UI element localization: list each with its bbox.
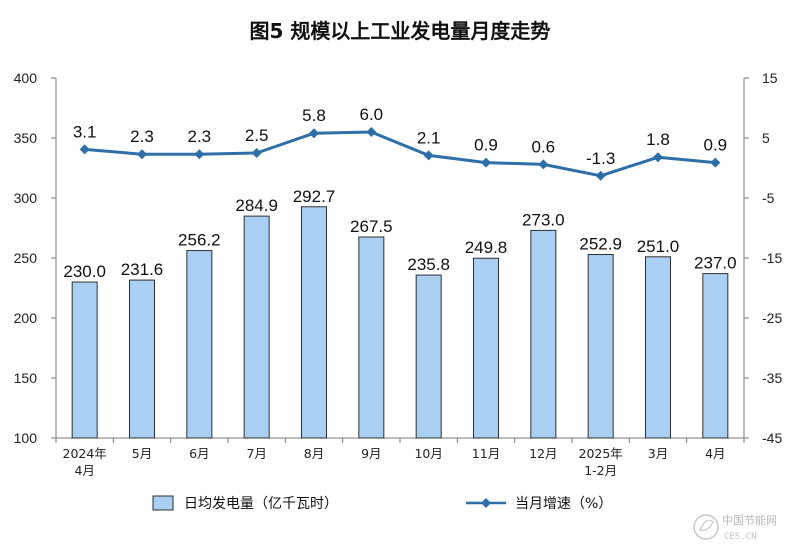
bar	[530, 229, 557, 439]
bar-value-label: 231.6	[121, 260, 164, 279]
legend-bar-label: 日均发电量（亿千瓦时）	[184, 496, 338, 512]
y-right-tick-label: -15	[762, 250, 782, 266]
bar-value-label: 256.2	[178, 231, 221, 250]
bar-value-label: 251.0	[637, 237, 680, 256]
x-tick-label: 11月	[472, 446, 500, 461]
line-value-label: 2.1	[417, 128, 441, 147]
bar	[186, 250, 213, 439]
y-left-tick-label: 350	[14, 130, 38, 146]
axes	[55, 78, 745, 439]
bar	[71, 281, 98, 439]
y-left-tick-label: 150	[14, 370, 38, 386]
y-left-tick-label: 300	[14, 190, 38, 206]
bar-value-label: 292.7	[293, 187, 336, 206]
legend: 日均发电量（亿千瓦时） 当月增速（%）	[152, 495, 612, 512]
bar	[702, 273, 729, 439]
line-marker	[309, 128, 319, 139]
line-marker	[653, 152, 663, 163]
bar	[129, 279, 155, 439]
y-right-tick-label: 15	[762, 70, 778, 86]
y-right-tick-label: -45	[762, 430, 782, 446]
bar-labels: 230.0 231.6 256.2 284.9 292.7 267.5 235.8 249.8…	[63, 187, 736, 281]
x-tick-label: 8月	[304, 446, 324, 461]
y-right-tick-label: -25	[762, 310, 782, 326]
line-value-label: 0.6	[532, 137, 556, 156]
line-value-label: 2.3	[188, 127, 212, 146]
watermark-text-en: CES.CN	[724, 532, 757, 542]
line-value-label: 2.3	[130, 127, 154, 146]
bar	[473, 257, 499, 439]
bar-value-label: 284.9	[235, 196, 278, 215]
line-series	[79, 127, 721, 181]
line-marker	[194, 149, 205, 160]
y-right-tick-label: 5	[762, 130, 770, 146]
bar	[358, 236, 385, 439]
bar-value-label: 235.8	[407, 255, 450, 274]
line-marker	[137, 149, 147, 160]
bar-value-label: 273.0	[522, 210, 565, 229]
x-tick-label: 2024年	[63, 446, 107, 461]
bar-value-label: 237.0	[694, 254, 737, 273]
bar	[645, 256, 671, 439]
bar	[243, 215, 270, 439]
y-right-tick-label: -5	[762, 190, 775, 206]
x-tick-label: 3月	[648, 446, 668, 461]
x-tick-label: 4月	[74, 463, 94, 478]
bar-value-label: 230.0	[63, 262, 106, 281]
line-marker	[423, 150, 434, 161]
line-value-label: 0.9	[474, 136, 498, 155]
y-right-axis: 15 5 -5 -15 -25 -35 -45	[744, 70, 782, 446]
x-tick-label: 5月	[132, 446, 152, 461]
bar	[587, 254, 614, 439]
y-left-tick-label: 100	[14, 430, 38, 446]
legend-line-marker	[481, 498, 491, 508]
bar-value-label: 252.9	[579, 235, 622, 254]
line-value-label: 3.1	[73, 122, 97, 141]
watermark: 中国节能网 CES.CN	[693, 513, 777, 542]
x-tick-label: 6月	[189, 446, 209, 461]
line-value-label: 6.0	[360, 105, 384, 124]
line-marker	[251, 148, 262, 158]
line-value-label: -1.3	[586, 149, 615, 168]
x-tick-label: 1-2月	[584, 463, 617, 478]
line-marker	[366, 127, 377, 137]
line-marker	[538, 159, 549, 170]
line-value-label: 2.5	[245, 126, 269, 145]
x-axis: 2024年 4月 5月 6月 7月 8月 9月 10月 11月 12月 2025年 1-2月 3月 4月	[55, 438, 745, 478]
x-tick-label: 12月	[529, 446, 557, 461]
y-left-axis: 100 150 200 250 300 350 400	[14, 70, 56, 446]
x-tick-label: 10月	[414, 446, 442, 461]
x-tick-label: 2025年	[579, 446, 623, 461]
x-tick-label: 9月	[361, 446, 381, 461]
y-right-tick-label: -35	[762, 370, 782, 386]
y-left-tick-label: 400	[14, 70, 38, 86]
x-tick-label: 7月	[246, 446, 266, 461]
line-value-label: 5.8	[302, 106, 326, 125]
y-left-tick-label: 250	[14, 250, 38, 266]
bar-value-label: 249.8	[465, 238, 508, 257]
line-marker	[79, 144, 90, 155]
y-left-tick-label: 200	[14, 310, 38, 326]
bar-series	[71, 206, 729, 439]
x-tick-label: 4月	[705, 446, 725, 461]
bar	[301, 206, 327, 439]
legend-bar-swatch	[152, 495, 174, 511]
line-value-label: 1.8	[646, 130, 670, 149]
legend-line-label: 当月增速（%）	[515, 496, 612, 512]
bar-value-label: 267.5	[350, 217, 393, 236]
line-labels: 3.1 2.3 2.3 2.5 5.8 6.0 2.1 0.9 0.6 -1.3 1.8 0.9	[73, 105, 727, 168]
watermark-text-cn: 中国节能网	[722, 513, 777, 527]
watermark-logo-icon	[693, 514, 719, 540]
chart-title: 图5 规模以上工业发电量月度走势	[250, 19, 551, 43]
bar	[415, 274, 442, 439]
watermark-leaf-icon	[699, 519, 714, 531]
line-marker	[481, 157, 491, 168]
line-value-label: 0.9	[704, 136, 728, 155]
line-marker	[710, 157, 721, 168]
line-marker	[595, 170, 606, 181]
line-path	[84, 130, 716, 178]
